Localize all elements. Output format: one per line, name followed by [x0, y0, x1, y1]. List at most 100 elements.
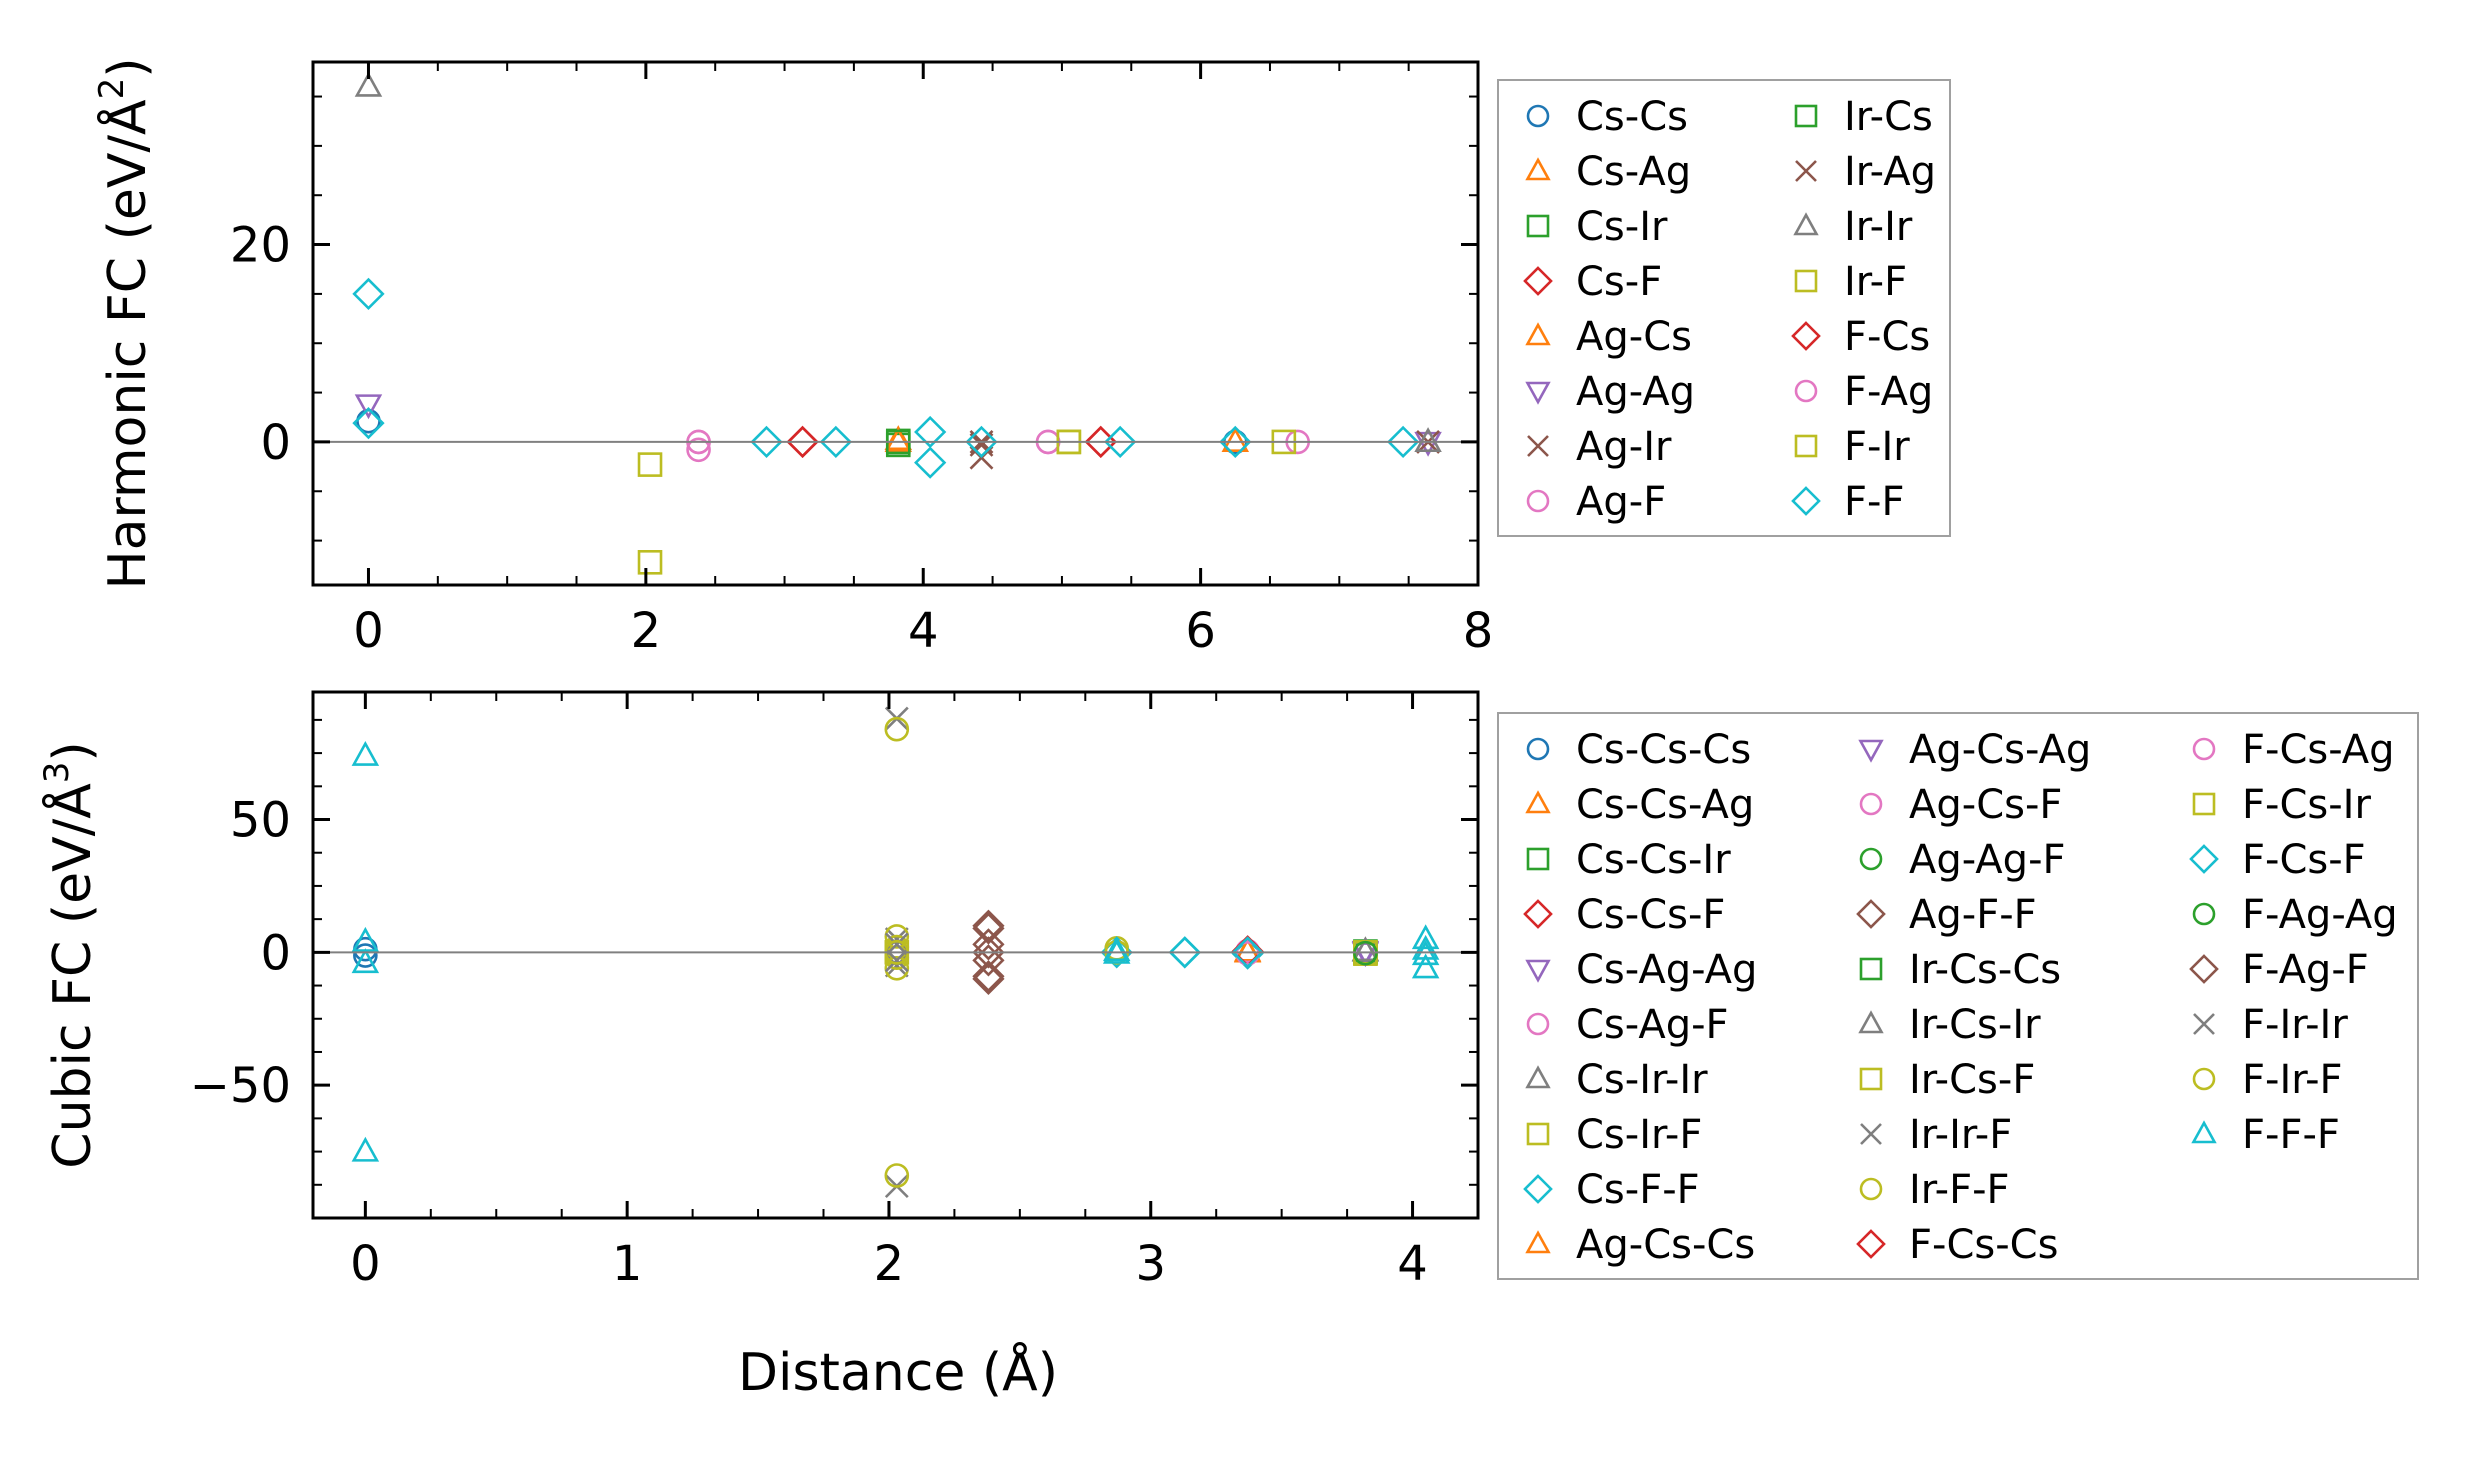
legend-marker-ir-cs-f	[1859, 1067, 1883, 1091]
legend-marker-ir-cs-cs	[1859, 957, 1883, 981]
data-point-ag-f-f	[972, 928, 1005, 961]
data-point-f-f-f	[351, 948, 380, 974]
legend-label-cs-f: Cs-F	[1576, 259, 1662, 305]
legend-marker-cs-cs-f	[1523, 899, 1553, 929]
data-point-f-f	[1386, 425, 1420, 459]
data-point-f-f-f	[1411, 953, 1440, 979]
legend-marker-f-ag	[1794, 379, 1818, 403]
legend-marker-ir-ag	[1795, 160, 1817, 182]
data-point-f-f	[1104, 425, 1137, 459]
legend-marker-cs-cs-cs	[1526, 737, 1550, 761]
data-point-cs-cs-cs	[353, 943, 378, 968]
legend-marker-ag-cs	[1525, 322, 1551, 346]
data-point-f-f	[1219, 425, 1252, 459]
cubic-legend: Cs-Cs-Cs Cs-Cs-Ag Cs-Cs-Ir Cs-Cs-F Cs-Ag-Ag C…	[1497, 712, 2419, 1280]
legend-label-cs-cs-ag: Cs-Cs-Ag	[1576, 782, 1754, 828]
legend-marker-ag-f-f	[1856, 899, 1886, 929]
x-tick-label: 8	[1463, 603, 1494, 659]
legend-marker-cs-cs-ir	[1526, 847, 1550, 871]
legend-marker-ag-cs-cs	[1525, 1230, 1551, 1254]
cubic-axes-frame	[311, 690, 1480, 1220]
legend-label-cs-cs-ir: Cs-Cs-Ir	[1576, 837, 1731, 883]
x-tick-label: 4	[908, 603, 939, 659]
legend-marker-f-ir-f	[2192, 1067, 2216, 1091]
legend-marker-ag-ir	[1527, 435, 1549, 457]
x-tick-label: 2	[874, 1236, 905, 1292]
harmonic-axes-frame	[311, 60, 1480, 587]
legend-label-cs-cs: Cs-Cs	[1576, 94, 1688, 140]
legend-marker-ag-ag-f	[1859, 847, 1883, 871]
data-point-f-cs-ag	[1235, 941, 1260, 966]
data-point-f-ag-f	[972, 912, 1005, 945]
data-point-f-f-f	[1102, 936, 1131, 962]
data-point-ir-f	[637, 550, 663, 575]
legend-marker-cs-f-f	[1523, 1174, 1553, 1204]
legend-marker-f-cs-ir	[2192, 792, 2216, 816]
legend-label-f-ag: F-Ag	[1844, 369, 1933, 415]
legend-marker-ir-f	[1794, 269, 1818, 293]
data-point-f-ag-f	[972, 960, 1005, 993]
y-tick-label: 0	[260, 415, 291, 471]
data-point-ir-ag	[969, 432, 994, 457]
data-point-ir-cs-ir	[1351, 936, 1380, 962]
legend-label-f-cs: F-Cs	[1844, 314, 1930, 360]
data-point-ag-cs	[884, 427, 913, 453]
legend-label-cs-cs-f: Cs-Cs-F	[1576, 892, 1725, 938]
x-tick-label: 1	[612, 1236, 643, 1292]
data-point-ag-f	[686, 437, 711, 463]
legend-label-cs-ag-ag: Cs-Ag-Ag	[1576, 947, 1757, 993]
data-point-f-f	[914, 415, 947, 449]
legend-label-f-ag-ag: F-Ag-Ag	[2242, 892, 2398, 938]
harmonic-ticks: 0 2 4 6 8 0 20	[230, 62, 1493, 659]
legend-marker-ag-cs-ag	[1858, 739, 1884, 763]
legend-frame	[1497, 79, 1951, 537]
harmonic-y-axis-label: Harmonic FC (eV/Å2)	[92, 57, 158, 589]
x-tick-label: 0	[353, 603, 384, 659]
legend-label-ir-ir: Ir-Ir	[1844, 204, 1913, 250]
legend-marker-ir-f-f	[1859, 1177, 1883, 1201]
data-point-f-f	[352, 407, 385, 440]
legend-label-ir-cs-cs: Ir-Cs-Cs	[1909, 947, 2061, 993]
x-axis-label: Distance (Å)	[738, 1341, 1058, 1403]
legend-label-ag-ir: Ag-Ir	[1576, 424, 1672, 470]
x-tick-label: 4	[1397, 1236, 1428, 1292]
legend-marker-ir-ir-f	[1860, 1123, 1882, 1145]
legend-label-cs-ag: Cs-Ag	[1576, 149, 1691, 195]
legend-label-f-ir: F-Ir	[1844, 424, 1910, 470]
legend-marker-cs-cs-ag	[1525, 790, 1551, 814]
legend-marker-ag-cs-f	[1859, 792, 1883, 816]
y-tick-label: 50	[230, 793, 291, 849]
legend-label-ag-cs: Ag-Cs	[1576, 314, 1692, 360]
legend-marker-ir-cs-ir	[1858, 1010, 1884, 1034]
data-point-f-f	[750, 425, 783, 459]
legend-frame	[1497, 712, 2419, 1280]
legend-marker-cs-ir-f	[1526, 1122, 1550, 1146]
legend-label-f-ir-ir: F-Ir-Ir	[2242, 1002, 2348, 1048]
legend-label-ag-cs-ag: Ag-Cs-Ag	[1909, 727, 2091, 773]
data-point-ir-ir-f	[884, 953, 909, 978]
data-point-ir-f	[637, 452, 663, 477]
legend-marker-f-ag-ag	[2192, 902, 2216, 926]
legend-marker-ir-ir	[1793, 212, 1819, 236]
legend-label-ag-cs-cs: Ag-Cs-Cs	[1576, 1222, 1755, 1268]
y-tick-label: 20	[230, 218, 291, 274]
data-point-ir-ir-f	[884, 927, 909, 951]
data-point-f-f	[965, 425, 998, 459]
legend-marker-cs-ag	[1525, 157, 1551, 181]
legend-label-ag-f-f: Ag-F-F	[1909, 892, 2037, 938]
legend-label-cs-f-f: Cs-F-F	[1576, 1167, 1700, 1213]
legend-marker-f-ir-ir	[2193, 1013, 2215, 1035]
legend-marker-f-ir	[1794, 434, 1818, 458]
x-tick-label: 6	[1185, 603, 1216, 659]
data-point-ag-cs-ag	[1351, 942, 1380, 968]
data-point-f-ag-f	[972, 936, 1005, 969]
legend-marker-cs-ag-f	[1526, 1012, 1550, 1036]
legend-label-f-cs-ag: F-Cs-Ag	[2242, 727, 2395, 773]
legend-label-f-ir-f: F-Ir-F	[2242, 1057, 2343, 1103]
data-point-f-f-f	[1411, 924, 1440, 950]
data-point-f-cs	[786, 425, 819, 459]
legend-marker-cs-f	[1523, 266, 1553, 296]
data-point-cs-ag	[1221, 427, 1250, 453]
data-point-ir-ir	[1414, 427, 1442, 453]
